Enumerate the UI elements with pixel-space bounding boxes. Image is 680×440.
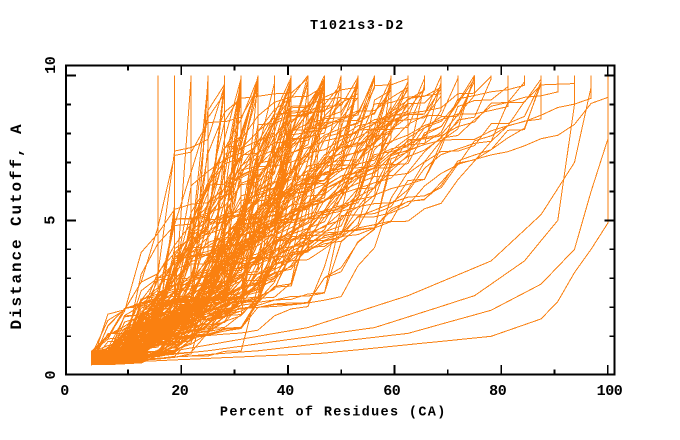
svg-text:Percent of Residues (CA): Percent of Residues (CA): [220, 406, 447, 421]
svg-text:80: 80: [489, 383, 507, 400]
svg-text:100: 100: [597, 383, 623, 400]
svg-text:40: 40: [277, 383, 295, 400]
svg-text:Distance Cutoff, A: Distance Cutoff, A: [8, 122, 26, 329]
svg-text:T1021s3-D2: T1021s3-D2: [310, 19, 405, 34]
svg-text:5: 5: [42, 216, 59, 225]
svg-text:0: 0: [43, 371, 60, 380]
svg-text:10: 10: [43, 56, 60, 74]
svg-text:0: 0: [60, 383, 69, 400]
svg-text:20: 20: [171, 383, 189, 400]
svg-text:60: 60: [383, 383, 401, 400]
